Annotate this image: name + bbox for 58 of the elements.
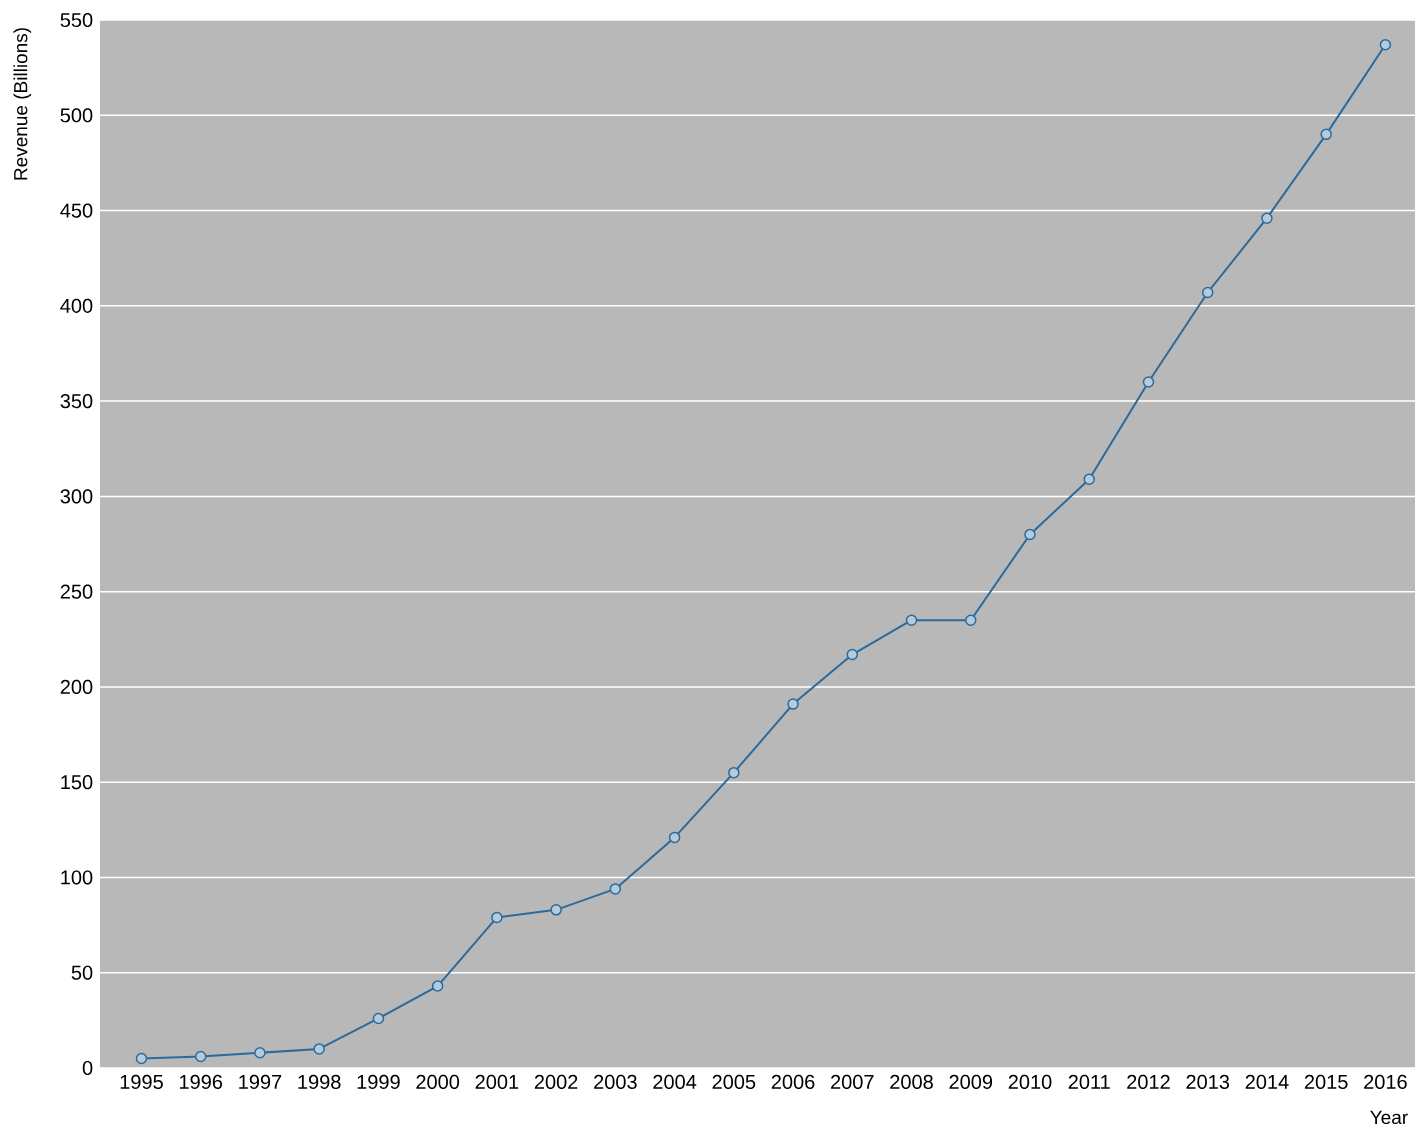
x-tick-label: 2013 — [1186, 1074, 1230, 1089]
x-tick-label: 1996 — [179, 1074, 223, 1089]
x-tick-label: 2006 — [771, 1074, 815, 1089]
x-tick-label: 2011 — [1068, 1074, 1110, 1089]
x-tick-label: 2009 — [949, 1074, 993, 1089]
point — [609, 883, 622, 895]
y-tick-label: 250 — [60, 584, 93, 599]
y-tick-label: 350 — [60, 394, 93, 409]
x-tick-label: 2002 — [534, 1074, 578, 1089]
point — [668, 831, 681, 844]
x-tick-label: 2000 — [416, 1074, 460, 1089]
point — [1320, 128, 1332, 141]
x-tick-label: 1998 — [298, 1074, 341, 1089]
x-tick-label: 2001 — [475, 1074, 519, 1089]
y-tick-label: 0 — [82, 1060, 93, 1076]
x-tick-label: 1995 — [120, 1074, 163, 1089]
point — [431, 980, 444, 992]
y-tick-label: 150 — [61, 775, 93, 790]
point — [372, 1012, 385, 1025]
point — [254, 1046, 266, 1059]
x-tick-label: 2015 — [1304, 1074, 1348, 1089]
point — [787, 698, 799, 710]
x-tick-label: 2004 — [653, 1074, 697, 1089]
point — [194, 1050, 207, 1063]
y-tick-label: 100 — [61, 870, 93, 885]
y-tick-label: 300 — [60, 489, 93, 504]
point — [965, 614, 977, 626]
point — [1083, 473, 1095, 485]
x-tick-label: 2007 — [831, 1074, 874, 1089]
y-tick-label: 50 — [71, 965, 93, 980]
y-tick-label: 400 — [60, 298, 93, 313]
point — [313, 1043, 325, 1055]
y-tick-label: 500 — [60, 108, 93, 123]
point — [1379, 39, 1392, 51]
x-tick-label: 2012 — [1127, 1074, 1170, 1089]
y-tick-label: 450 — [60, 203, 93, 218]
point — [491, 911, 503, 924]
point — [905, 614, 918, 626]
x-tick-label: 2014 — [1245, 1074, 1289, 1089]
point — [1024, 528, 1036, 541]
point — [1261, 212, 1273, 224]
x-tick-label: 2003 — [594, 1074, 637, 1089]
x-tick-label: 2008 — [890, 1074, 933, 1089]
point — [1142, 376, 1155, 388]
x-tick-label: 1999 — [357, 1074, 400, 1089]
y-tick-label: 200 — [60, 679, 93, 694]
x-tick-label: 2005 — [712, 1074, 756, 1089]
y-axis-title: Revenue (Billions) — [13, 28, 32, 180]
point — [846, 648, 859, 661]
x-tick-label: 2010 — [1008, 1074, 1052, 1089]
point — [135, 1052, 148, 1065]
x-axis-title: Year — [1370, 1110, 1408, 1125]
point — [1201, 286, 1214, 299]
y-tick-label: 550 — [60, 12, 93, 28]
point — [550, 904, 562, 916]
x-tick-label: 1997 — [239, 1074, 282, 1089]
x-tick-label: 2016 — [1364, 1074, 1407, 1089]
point — [728, 766, 740, 779]
